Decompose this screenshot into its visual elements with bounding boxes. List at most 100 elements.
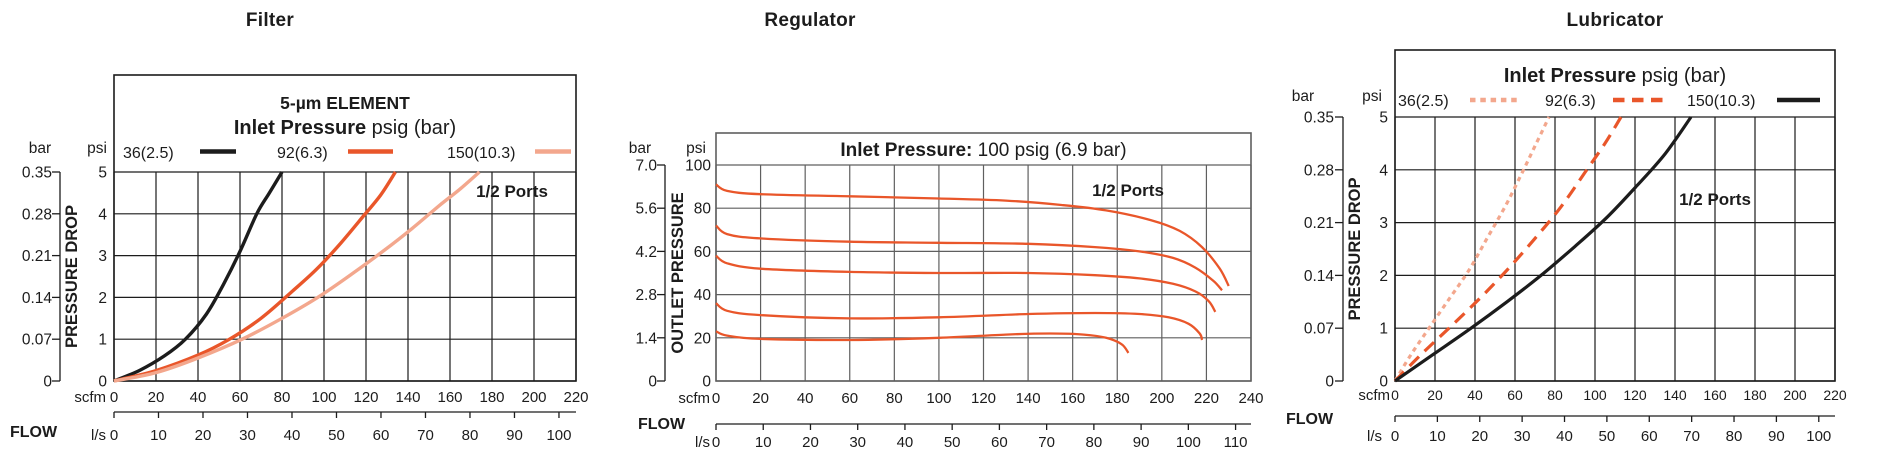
filter-header-line-1: Inlet Pressure psig (bar) xyxy=(234,117,456,139)
regulator-ls-tick: 80 xyxy=(1086,434,1103,451)
lubricator-ls-tick: 10 xyxy=(1429,428,1446,445)
regulator-scfm-tick: 140 xyxy=(1016,390,1041,407)
filter-ls-tick: 80 xyxy=(462,427,479,444)
regulator-ls-tick: 110 xyxy=(1224,434,1248,451)
filter-ls-tick: 40 xyxy=(284,427,301,444)
chart-title-lubricator: Lubricator xyxy=(1566,10,1664,31)
lubricator-plot-border xyxy=(1394,49,1836,382)
lubricator-bar-tick: 0.21 xyxy=(1304,215,1334,232)
filter-scfm-tick: 220 xyxy=(563,389,588,406)
filter-scfm-tick: 200 xyxy=(521,389,546,406)
lubricator-ports-label: 1/2 Ports xyxy=(1679,190,1751,209)
filter-scfm-tick: 0 xyxy=(110,389,118,406)
regulator-ls-tick: 70 xyxy=(1038,434,1055,451)
lubricator-curve-36(2.5) xyxy=(1393,116,1551,382)
filter-ls-tick: 20 xyxy=(195,427,212,444)
lubricator-y-axis-label: PRESSURE DROP xyxy=(1346,177,1364,320)
filter-bar-tick: 0.14 xyxy=(22,290,53,307)
filter-bar-tick: 0.21 xyxy=(22,248,52,265)
filter-legend: 36(2.5) 92(6.3) 150(10.3) xyxy=(123,145,571,162)
lubricator-grid xyxy=(1394,116,1836,382)
filter-ls-tick: 0 xyxy=(110,427,118,444)
regulator-scfm-tick: 80 xyxy=(886,390,903,407)
filter-plot-border xyxy=(113,74,577,382)
filter-psi-unit: psi xyxy=(87,140,107,157)
lubricator-scfm-tick: 200 xyxy=(1783,387,1807,403)
regulator-psi-tick: 0 xyxy=(702,374,711,391)
regulator-scfm-tick: 60 xyxy=(841,390,858,407)
filter-grid xyxy=(113,171,577,382)
regulator-bar-tick: 4.2 xyxy=(635,244,657,261)
lubricator-legend: 36(2.5) 92(6.3) 150(10.3) xyxy=(1398,93,1820,110)
regulator-ls-tick: 10 xyxy=(755,434,772,451)
lubricator-psi-unit: psi xyxy=(1362,88,1382,105)
regulator-flow-label: FLOW xyxy=(638,416,686,433)
lubricator-scfm-tick: 0 xyxy=(1391,387,1399,403)
regulator-ls-tick: 90 xyxy=(1133,434,1150,451)
lubricator-ls-tick: 100 xyxy=(1806,428,1831,445)
filter-psi-tick: 4 xyxy=(98,206,107,223)
filter-legend-label-0: 36(2.5) xyxy=(123,145,174,162)
regulator-scfm-tick: 0 xyxy=(712,390,720,407)
filter-curve-150(10.3) xyxy=(113,170,481,383)
filter-scfm-tick: 180 xyxy=(479,389,504,406)
filter-psi-tick: 1 xyxy=(98,332,107,349)
lubricator-flow-label: FLOW xyxy=(1286,411,1334,428)
filter-scfm-tick: 160 xyxy=(437,389,462,406)
lubricator-psi-tick: 5 xyxy=(1379,110,1388,127)
lubricator-bar-tick: 0 xyxy=(1325,374,1334,391)
lubricator-curve-150(10.3) xyxy=(1394,116,1693,383)
filter-ls-tick: 90 xyxy=(506,427,523,444)
lubricator-scfm-tick: 140 xyxy=(1663,387,1687,403)
lubricator-scfm-tick: 160 xyxy=(1703,387,1727,403)
regulator-scfm-unit: scfm xyxy=(678,390,710,407)
filter-ls-tick: 10 xyxy=(150,427,167,444)
regulator-scfm-tick: 220 xyxy=(1194,390,1219,407)
regulator-curve-4 xyxy=(715,330,1130,354)
filter-scfm-tick: 120 xyxy=(353,389,378,406)
regulator-ls-tick: 30 xyxy=(849,434,866,451)
lubricator-legend-label-1: 92(6.3) xyxy=(1545,93,1596,110)
filter-scfm-tick: 100 xyxy=(311,389,336,406)
lubricator-bar-tick: 0.35 xyxy=(1304,110,1334,127)
lubricator-ls-tick: 40 xyxy=(1556,428,1573,445)
regulator-psi-tick: 60 xyxy=(694,244,712,261)
filter-ls-tick: 100 xyxy=(546,427,571,444)
lubricator-left-axis: 0.35 0.28 0.21 0.14 0.07 0 5 4 3 2 1 0 xyxy=(1304,110,1389,391)
lubricator-scfm-tick: 80 xyxy=(1547,387,1563,403)
filter-ls-tick: 50 xyxy=(328,427,345,444)
regulator-psi-tick: 80 xyxy=(694,201,712,218)
regulator-curve-2 xyxy=(715,254,1217,313)
filter-psi-tick: 3 xyxy=(98,248,107,265)
lubricator-ls-unit: l/s xyxy=(1367,428,1382,445)
regulator-scfm-tick: 240 xyxy=(1238,390,1263,407)
lubricator-ls-tick: 0 xyxy=(1391,428,1399,445)
filter-ls-unit: l/s xyxy=(91,427,106,444)
regulator-ls-tick: 20 xyxy=(802,434,819,451)
filter-chart: 5-µm ELEMENT Inlet Pressure psig (bar) 36(… xyxy=(10,74,589,444)
regulator-left-axis: 7.0 5.6 4.2 2.8 1.4 0 100 80 60 40 20 0 xyxy=(635,158,711,391)
filter-psi-tick: 5 xyxy=(98,165,107,182)
filter-y-axis-label: PRESSURE DROP xyxy=(63,205,81,348)
lubricator-psi-tick: 4 xyxy=(1379,162,1388,179)
filter-psi-tick: 2 xyxy=(98,290,107,307)
regulator-ls-tick: 100 xyxy=(1176,434,1201,451)
lubricator-curve-92(6.3) xyxy=(1393,116,1623,383)
regulator-scfm-tick: 200 xyxy=(1149,390,1174,407)
lubricator-scfm-tick: 20 xyxy=(1427,387,1443,403)
lubricator-scfm-tick: 100 xyxy=(1583,387,1607,403)
lubricator-bar-tick: 0.07 xyxy=(1304,321,1334,338)
chart-title-filter: Filter xyxy=(245,10,295,31)
regulator-psi-unit: psi xyxy=(686,140,706,157)
lubricator-bar-unit: bar xyxy=(1292,88,1314,105)
lubricator-scfm-tick: 40 xyxy=(1467,387,1483,403)
filter-curve-36(2.5) xyxy=(113,171,284,383)
regulator-scfm-tick: 40 xyxy=(797,390,814,407)
lubricator-ls-tick: 30 xyxy=(1514,428,1531,445)
filter-bar-tick: 0.07 xyxy=(22,332,52,349)
regulator-curve-1 xyxy=(715,224,1223,292)
lubricator-ls-tick: 20 xyxy=(1471,428,1488,445)
